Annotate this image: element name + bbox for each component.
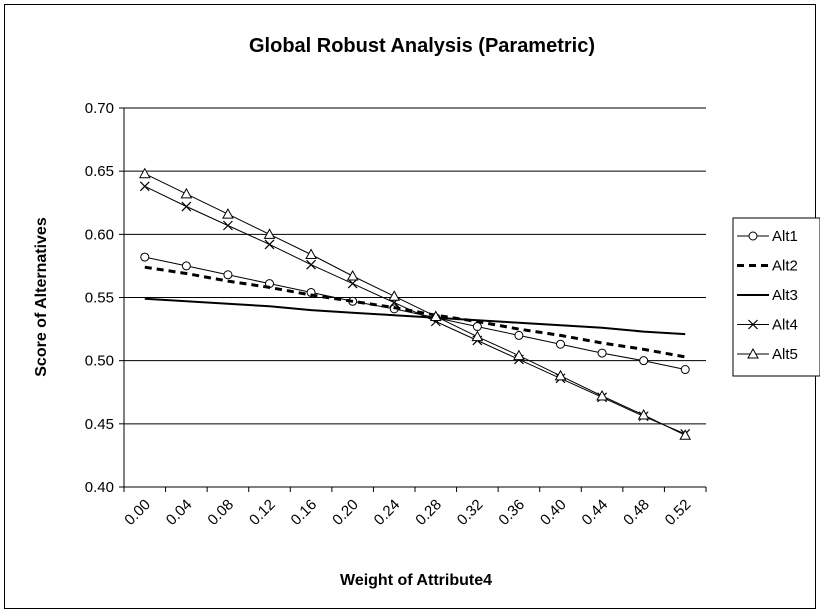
data-point-alt4 (181, 201, 192, 212)
x-tick-label: 0.12 (246, 496, 279, 529)
series-line-alt4 (144, 185, 686, 435)
x-tick-label: 0.48 (620, 496, 653, 529)
marker-stroke (223, 220, 233, 231)
gridlines (119, 107, 706, 488)
marker-stroke (139, 181, 150, 192)
y-tick-label: 0.60 (85, 226, 114, 243)
data-point-alt5 (222, 208, 234, 219)
y-tick-label: 0.65 (85, 163, 114, 180)
x-tick-label: 0.28 (412, 496, 445, 529)
marker-stroke (264, 239, 275, 250)
data-point-alt5 (429, 310, 442, 321)
series-alt5 (138, 167, 692, 440)
legend-item-alt4: Alt4 (737, 317, 798, 334)
data-point-alt1 (597, 348, 607, 358)
data-point-alt5 (388, 290, 401, 301)
chart-title: Global Robust Analysis (Parametric) (249, 35, 595, 57)
data-point-alt4 (306, 259, 316, 270)
x-tick-label: 0.00 (121, 496, 154, 529)
legend-item-alt1: Alt1 (737, 228, 798, 245)
legend: Alt1 Alt2 Alt3 Alt4 Alt5 (732, 217, 820, 377)
x-tick-label: 0.32 (454, 496, 487, 529)
data-point-alt5 (637, 408, 650, 420)
data-point-alt5 (596, 390, 608, 401)
x-tick-label: 0.52 (662, 496, 695, 529)
marker-stroke (181, 201, 192, 212)
data-point-alt4 (223, 220, 233, 231)
x-tick-label: 0.44 (579, 496, 612, 529)
chart-frame (4, 4, 816, 609)
legend-marker-alt5 (747, 347, 759, 359)
series-alt1 (140, 252, 690, 375)
y-tick-label: 0.40 (85, 479, 114, 496)
data-point-alt5 (346, 269, 359, 281)
y-tick-label: 0.55 (85, 290, 114, 307)
series-line-alt2 (144, 265, 686, 359)
y-tick-label: 0.45 (85, 416, 114, 433)
data-point-alt1 (639, 356, 649, 366)
series-line-alt3 (144, 297, 686, 336)
legend-box (732, 217, 820, 377)
data-point-alt4 (264, 239, 275, 250)
y-tick-label: 0.70 (85, 100, 114, 117)
x-tick-label: 0.08 (204, 496, 237, 529)
marker-stroke (347, 278, 358, 289)
x-axis-title: Weight of Attribute4 (340, 572, 492, 589)
data-point-alt4 (347, 278, 358, 289)
data-point-alt1 (181, 261, 191, 271)
legend-label-alt3: Alt3 (772, 287, 798, 304)
legend-label-alt2: Alt2 (772, 258, 798, 275)
x-tick-label: 0.36 (495, 496, 528, 529)
data-point-alt1 (223, 270, 233, 280)
data-point-alt5 (138, 167, 151, 179)
x-tick-label: 0.20 (329, 496, 362, 529)
data-point-alt5 (471, 330, 484, 342)
x-tick-label: 0.40 (537, 496, 570, 529)
y-tick-label: 0.50 (85, 353, 114, 370)
legend-label-alt1: Alt1 (772, 228, 798, 245)
series-line-alt5 (144, 173, 686, 436)
data-point-alt1 (140, 252, 150, 262)
y-axis-title: Score of Alternatives (33, 217, 50, 377)
legend-label-alt5: Alt5 (772, 346, 798, 363)
data-point-alt5 (554, 369, 567, 381)
y-tick-labels: 0.40 0.45 0.50 0.55 0.60 0.65 0.70 (85, 100, 114, 496)
legend-item-alt2: Alt2 (737, 258, 798, 275)
data-point-alt1 (514, 330, 524, 340)
data-point-alt5 (305, 248, 317, 260)
data-point-alt5 (679, 429, 692, 440)
data-point-alt5 (263, 228, 276, 239)
axes (123, 108, 707, 492)
series-alt3 (144, 297, 686, 336)
legend-label-alt4: Alt4 (772, 317, 798, 334)
legend-marker-alt1 (748, 231, 758, 241)
x-tick-labels: 0.00 0.04 0.08 0.12 0.16 0.20 0.24 0.28 0.32 0.36… (121, 496, 694, 529)
marker-stroke (306, 259, 316, 270)
legend-marker-alt4 (748, 319, 758, 330)
x-tick-label: 0.04 (163, 496, 196, 529)
series-lines (138, 167, 692, 440)
data-point-alt4 (139, 181, 150, 192)
data-point-alt5 (180, 187, 193, 199)
data-point-alt1 (472, 322, 482, 332)
series-alt2 (144, 265, 686, 359)
legend-item-alt5: Alt5 (737, 346, 798, 363)
data-point-alt1 (556, 339, 565, 349)
marker-stroke (748, 319, 758, 330)
legend-item-alt3: Alt3 (737, 287, 798, 304)
x-tick-label: 0.24 (371, 496, 404, 529)
data-point-alt5 (513, 349, 525, 361)
x-tick-label: 0.16 (288, 496, 321, 529)
data-point-alt1 (680, 365, 690, 375)
series-line-alt1 (144, 256, 686, 370)
